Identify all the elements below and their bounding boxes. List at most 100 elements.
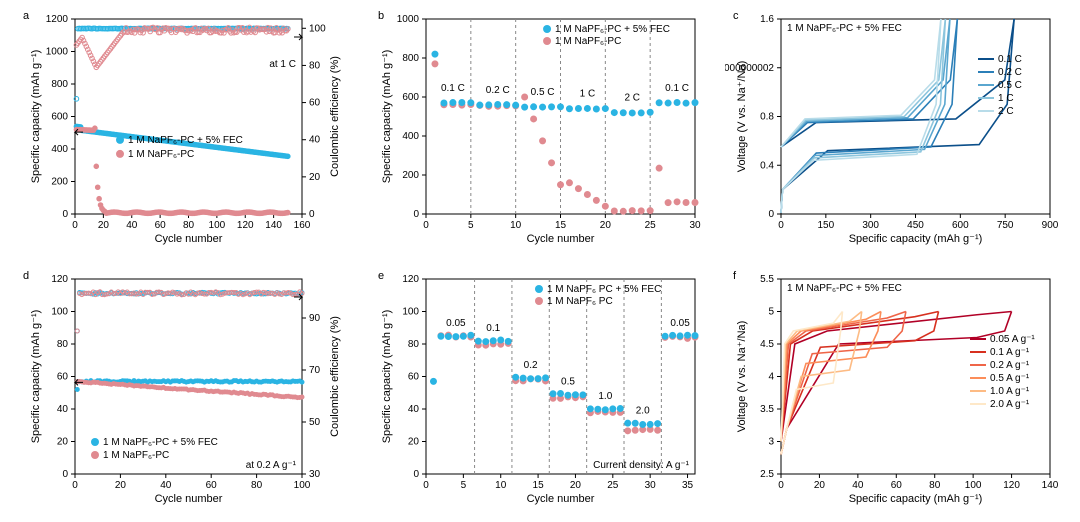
svg-text:1 M NaPF₆-PC: 1 M NaPF₆-PC — [103, 450, 169, 461]
svg-text:Voltage (V vs. Na⁺/Na): Voltage (V vs. Na⁺/Na) — [736, 321, 748, 433]
svg-text:1 M NaPF₆ PC: 1 M NaPF₆ PC — [547, 296, 613, 307]
svg-text:80: 80 — [408, 339, 420, 350]
svg-text:1.0: 1.0 — [598, 391, 612, 402]
panel-d: d020406080100Cycle number020406080100120… — [15, 265, 350, 510]
svg-text:Voltage (V vs. Na⁺/Na): Voltage (V vs. Na⁺/Na) — [736, 61, 748, 173]
svg-text:750: 750 — [997, 220, 1014, 231]
svg-text:2 C: 2 C — [998, 106, 1014, 117]
svg-text:0.1: 0.1 — [486, 323, 500, 334]
svg-text:2.5: 2.5 — [760, 469, 774, 480]
svg-text:d: d — [23, 270, 29, 282]
svg-text:0: 0 — [778, 480, 784, 491]
svg-text:25: 25 — [645, 220, 657, 231]
svg-text:Coulombic efficiency (%): Coulombic efficiency (%) — [329, 56, 341, 177]
svg-text:0.5: 0.5 — [561, 376, 575, 387]
svg-text:140: 140 — [1042, 480, 1059, 491]
svg-text:Cycle number: Cycle number — [155, 493, 223, 505]
svg-text:80: 80 — [929, 480, 941, 491]
svg-text:60: 60 — [309, 98, 321, 109]
svg-text:30: 30 — [309, 469, 321, 480]
svg-text:40: 40 — [160, 480, 172, 491]
svg-text:100: 100 — [309, 23, 326, 34]
svg-text:1.6: 1.6 — [760, 14, 774, 25]
svg-text:20: 20 — [115, 480, 127, 491]
svg-text:1200: 1200 — [46, 14, 69, 25]
svg-text:1 C: 1 C — [998, 93, 1014, 104]
svg-text:60: 60 — [155, 220, 167, 231]
svg-text:20: 20 — [570, 480, 582, 491]
svg-text:50: 50 — [309, 417, 321, 428]
svg-text:e: e — [378, 270, 384, 282]
svg-text:2.0: 2.0 — [636, 406, 650, 417]
svg-text:Specific capacity (mAh g⁻¹): Specific capacity (mAh g⁻¹) — [849, 233, 983, 245]
svg-text:120: 120 — [237, 220, 254, 231]
svg-text:600: 600 — [402, 92, 419, 103]
svg-text:Cycle number: Cycle number — [527, 233, 595, 245]
svg-text:20: 20 — [600, 220, 612, 231]
svg-text:f: f — [733, 270, 737, 282]
svg-text:150: 150 — [817, 220, 834, 231]
svg-text:80: 80 — [309, 60, 321, 71]
svg-text:900: 900 — [1042, 220, 1059, 231]
svg-text:0: 0 — [72, 480, 78, 491]
svg-text:10: 10 — [510, 220, 522, 231]
svg-text:1 M NaPF₆ PC + 5% FEC: 1 M NaPF₆ PC + 5% FEC — [547, 284, 661, 295]
svg-text:300: 300 — [862, 220, 879, 231]
svg-text:4: 4 — [768, 372, 774, 383]
svg-text:25: 25 — [607, 480, 619, 491]
svg-text:0.1 C: 0.1 C — [998, 54, 1022, 65]
svg-text:1.0 A g⁻¹: 1.0 A g⁻¹ — [990, 386, 1030, 397]
svg-text:120: 120 — [402, 274, 419, 285]
svg-text:at 1 C: at 1 C — [269, 59, 296, 70]
svg-text:40: 40 — [309, 135, 321, 146]
svg-text:5: 5 — [468, 220, 474, 231]
svg-text:600: 600 — [952, 220, 969, 231]
svg-text:0.5 C: 0.5 C — [531, 87, 555, 98]
svg-text:Specific capacity (mAh g⁻¹): Specific capacity (mAh g⁻¹) — [30, 310, 42, 444]
svg-text:30: 30 — [645, 480, 657, 491]
svg-text:0.2: 0.2 — [524, 360, 538, 371]
svg-text:15: 15 — [555, 220, 567, 231]
svg-text:5.5: 5.5 — [760, 274, 774, 285]
svg-text:0.2 C: 0.2 C — [486, 85, 510, 96]
svg-text:1.2000000000000002: 1.2000000000000002 — [725, 63, 774, 74]
svg-text:5: 5 — [461, 480, 467, 491]
svg-text:0.8: 0.8 — [760, 112, 774, 123]
svg-text:40: 40 — [126, 220, 138, 231]
svg-text:30: 30 — [689, 220, 701, 231]
svg-text:100: 100 — [209, 220, 226, 231]
svg-text:20: 20 — [57, 437, 69, 448]
svg-text:1 M NaPF₆-PC: 1 M NaPF₆-PC — [555, 36, 621, 47]
svg-text:Cycle number: Cycle number — [527, 493, 595, 505]
svg-text:0.1 A g⁻¹: 0.1 A g⁻¹ — [990, 347, 1030, 358]
svg-text:1000: 1000 — [46, 47, 69, 58]
svg-text:40: 40 — [408, 404, 420, 415]
svg-text:0: 0 — [423, 220, 429, 231]
svg-text:160: 160 — [294, 220, 311, 231]
svg-text:0: 0 — [62, 209, 68, 220]
svg-text:0.05: 0.05 — [670, 318, 690, 329]
svg-text:Specific capacity (mAh g⁻¹): Specific capacity (mAh g⁻¹) — [849, 493, 983, 505]
svg-text:1000: 1000 — [397, 14, 420, 25]
svg-text:1 M NaPF₆-PC + 5% FEC: 1 M NaPF₆-PC + 5% FEC — [787, 23, 902, 34]
svg-text:1 M NaPF₆-PC + 5% FEC: 1 M NaPF₆-PC + 5% FEC — [128, 135, 243, 146]
svg-text:0.05: 0.05 — [446, 318, 466, 329]
svg-text:70: 70 — [309, 365, 321, 376]
svg-text:5: 5 — [768, 307, 774, 318]
svg-text:60: 60 — [891, 480, 903, 491]
figure-grid: { "palette": { "blue": "#2ab4e3", "pink"… — [0, 0, 1080, 522]
svg-text:800: 800 — [51, 79, 68, 90]
svg-text:40: 40 — [57, 404, 69, 415]
svg-text:80: 80 — [57, 339, 69, 350]
svg-text:0.4: 0.4 — [760, 160, 774, 171]
svg-text:at 0.2 A g⁻¹: at 0.2 A g⁻¹ — [246, 460, 297, 471]
svg-text:0: 0 — [768, 209, 774, 220]
svg-text:20: 20 — [98, 220, 110, 231]
svg-text:3: 3 — [768, 437, 774, 448]
svg-text:c: c — [733, 10, 739, 22]
svg-text:10: 10 — [495, 480, 507, 491]
svg-text:1 M NaPF₆-PC: 1 M NaPF₆-PC — [128, 149, 194, 160]
svg-text:20: 20 — [408, 437, 420, 448]
svg-text:0: 0 — [72, 220, 78, 231]
svg-text:90: 90 — [309, 313, 321, 324]
